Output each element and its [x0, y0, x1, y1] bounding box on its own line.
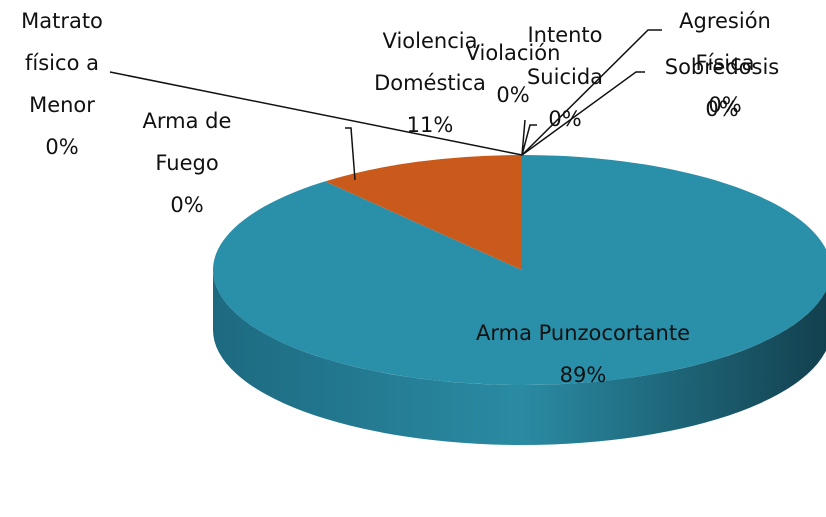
label-value: 0%	[45, 135, 79, 159]
data-label: Arma Punzocortante 89%	[473, 312, 693, 396]
pie-slice	[325, 155, 522, 270]
label-name: Violencia Doméstica	[374, 29, 486, 95]
pie-side-wall	[213, 270, 826, 445]
label-value: 0%	[705, 97, 739, 121]
label-value: 0%	[496, 83, 530, 107]
label-name: Matrato físico a Menor	[21, 9, 103, 117]
leader-line	[109, 71, 523, 156]
label-name: Arma de Fuego	[142, 109, 232, 175]
leader-line	[521, 124, 537, 156]
label-value: 0%	[548, 107, 582, 131]
leader-line	[521, 119, 526, 156]
data-label: Violación 0%	[458, 32, 568, 116]
data-label: Matrato físico a Menor 0%	[5, 0, 120, 168]
label-value: 11%	[406, 113, 454, 137]
leader-lines	[109, 29, 662, 181]
label-name: Intento Suicida	[526, 23, 604, 89]
label-value: 0%	[708, 93, 742, 117]
pie-slice	[213, 155, 826, 385]
data-label: Violencia Doméstica 11%	[365, 20, 495, 146]
leader-line	[521, 29, 662, 156]
label-name: Violación	[465, 41, 561, 65]
data-label: Sobredosis 0%	[647, 46, 797, 130]
data-label: Agresión Física 0%	[650, 0, 800, 126]
label-name: Agresión Física	[679, 9, 771, 75]
pie-top	[213, 155, 826, 385]
label-value: 0%	[170, 193, 204, 217]
data-label: Arma de Fuego 0%	[122, 100, 252, 226]
leader-line	[521, 71, 645, 156]
label-value: 89%	[559, 363, 607, 387]
pie-side	[213, 270, 826, 445]
leader-line	[345, 127, 356, 181]
data-label: Intento Suicida 0%	[510, 14, 620, 140]
label-name: Arma Punzocortante	[475, 321, 690, 345]
label-name: Sobredosis	[664, 55, 780, 79]
